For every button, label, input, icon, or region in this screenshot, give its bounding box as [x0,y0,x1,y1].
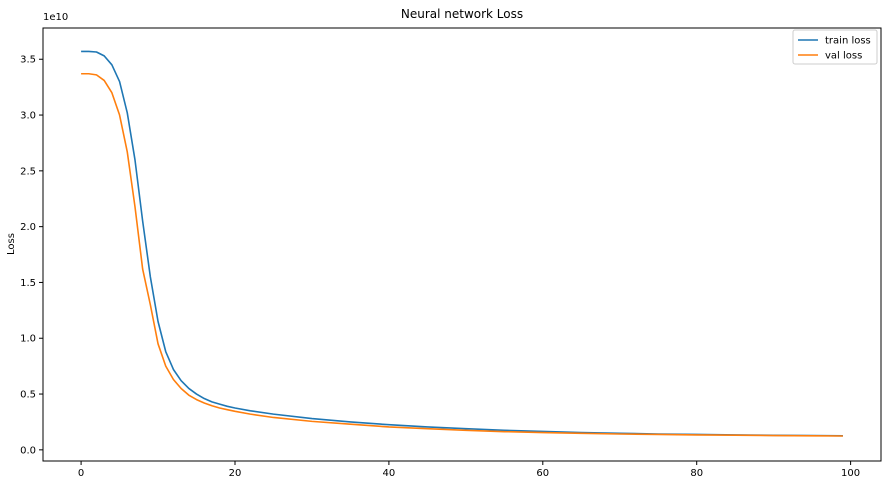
x-tick-label: 0 [78,468,84,479]
chart-title: Neural network Loss [401,7,523,21]
y-tick-label: 3.5 [20,55,36,66]
y-tick-label: 0.5 [20,390,36,401]
x-tick-label: 60 [536,468,549,479]
legend-label: val loss [825,51,862,62]
legend: train loss val loss [792,29,878,65]
legend-label: train loss [825,36,871,47]
x-tick-label: 100 [841,468,860,479]
axes-frame [42,27,882,462]
y-tick-label: 1.0 [20,334,36,345]
y-axis-label: Loss [6,233,17,255]
plot-area [81,50,843,437]
x-tick-label: 20 [229,468,242,479]
y-tick-label: 3.0 [20,111,36,122]
y-tick-label: 2.0 [20,222,36,233]
x-tick-label: 80 [690,468,703,479]
y-tick-label: 2.5 [20,166,36,177]
y-tick-label: 0.0 [20,445,36,456]
y-offset-label: 1e10 [43,12,68,23]
y-tick-label: 1.5 [20,278,36,289]
series-line-val-loss [81,72,843,437]
x-tick-label: 40 [383,468,396,479]
